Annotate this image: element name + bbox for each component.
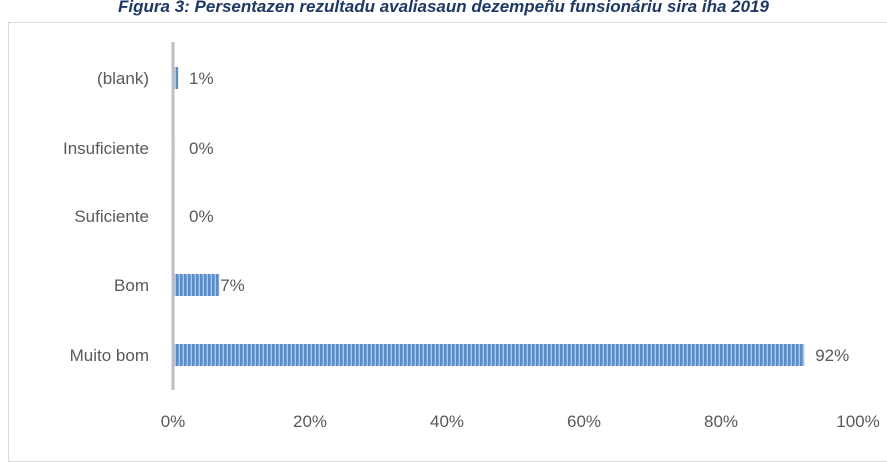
x-tick-label: 60% [567,412,601,431]
data-label: 7% [220,276,245,295]
x-tick-label: 20% [293,412,327,431]
x-tick-label: 40% [430,412,464,431]
category-label: Bom [114,276,149,295]
x-tick-label: 80% [704,412,738,431]
category-label: Suficiente [74,207,149,226]
bar-chart: (blank) 1% Insuficiente 0% Suficiente 0% Bom 7%… [63,42,880,431]
bars-group [174,67,805,366]
bar-muito-bom [174,344,805,366]
data-label: 1% [189,69,214,88]
data-label: 0% [189,207,214,226]
bar-bom [174,274,220,296]
category-label: Insuficiente [63,139,149,158]
labels-group: (blank) 1% Insuficiente 0% Suficiente 0% Bom 7%… [63,69,880,431]
data-label: 92% [815,346,849,365]
x-tick-label: 0% [161,412,186,431]
chart-title: Figura 3: Persentazen rezultadu avaliasa… [118,0,769,16]
bar-blank [174,67,179,89]
category-label: (blank) [97,69,149,88]
data-label: 0% [189,139,214,158]
x-tick-label: 100% [836,412,879,431]
category-label: Muito bom [70,346,149,365]
